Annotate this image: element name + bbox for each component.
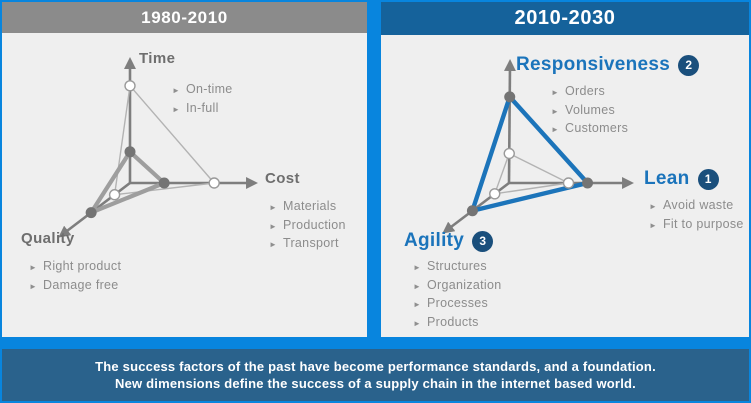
bullet-label: Transport: [283, 236, 339, 250]
triangle-bullet-icon: ►: [649, 202, 657, 211]
bullet-item: ► Avoid waste: [649, 197, 744, 216]
lean-title: Lean: [644, 168, 690, 189]
triangle-bullet-icon: ►: [269, 240, 277, 249]
axis-label-responsiveness: Responsiveness 2: [516, 54, 700, 76]
axis-label-time: Time: [139, 50, 175, 67]
bullet-item: ► Processes: [413, 295, 501, 314]
triangle-bullet-icon: ►: [413, 318, 421, 328]
bullet-label: Processes: [427, 296, 489, 310]
agility-title: Agility: [404, 230, 465, 251]
footer-banner: The success factors of the past have bec…: [2, 349, 749, 401]
axis-label-quality: Quality: [21, 230, 75, 247]
bullet-label: Products: [427, 314, 479, 329]
bullet-item: ► Volumes: [551, 102, 628, 121]
responsiveness-rank-badge: 2: [678, 54, 700, 76]
bullet-item: ► Structures: [413, 258, 501, 277]
bullet-label: Organization: [427, 277, 502, 292]
cost-title: Cost: [265, 170, 300, 187]
panel-past-header: 1980-2010: [2, 2, 367, 33]
panel-future-era: 2010-2030 Responsiveness 2 ► Orders ► Volum…: [381, 2, 749, 337]
triangle-bullet-icon: ►: [551, 125, 559, 134]
triangle-bullet-icon: ►: [551, 106, 559, 116]
bullet-item: ► Customers: [551, 120, 628, 139]
responsiveness-title: Responsiveness: [516, 54, 671, 75]
bullet-label: On-time: [186, 82, 233, 96]
triangle-bullet-icon: ►: [269, 203, 277, 212]
bullet-item: ► Orders: [551, 83, 628, 102]
responsiveness-bullets: ► Orders ► Volumes ► Customers: [551, 83, 628, 139]
agility-rank-badge: 3: [472, 230, 494, 252]
footer-line-1: The success factors of the past have bec…: [95, 358, 656, 374]
panel-past-era: 1980-2010 Time ► On-time ► In-full Cost ► Ma…: [2, 2, 367, 337]
footer-line-2: New dimensions define the success of a s…: [115, 376, 636, 391]
cost-bullets: ► Materials ► Production ► Transport: [269, 198, 346, 254]
bullet-label: Materials: [283, 199, 337, 213]
bullet-label: Damage free: [43, 277, 119, 292]
lean-rank-badge: 1: [697, 168, 719, 190]
axis-label-agility: Agility 3: [404, 230, 494, 252]
bullet-label: Orders: [565, 84, 606, 98]
triangle-bullet-icon: ►: [29, 281, 37, 291]
axis-label-lean: Lean 1: [644, 168, 719, 190]
triangle-bullet-icon: ►: [413, 300, 421, 309]
triangle-bullet-icon: ►: [269, 221, 277, 231]
triangle-bullet-icon: ►: [413, 281, 421, 291]
bullet-item: ► Materials: [269, 198, 346, 217]
radar-chart-past: [58, 57, 258, 238]
bullet-item: ► Transport: [269, 235, 346, 254]
bullet-label: Avoid waste: [663, 198, 734, 212]
time-title: Time: [139, 50, 176, 67]
bullet-label: Fit to purpose: [663, 216, 744, 231]
bullet-label: In-full: [186, 100, 219, 115]
panel-future-header: 2010-2030: [381, 2, 749, 35]
bullet-label: Production: [283, 217, 346, 232]
axis-label-cost: Cost: [265, 170, 300, 187]
bullet-item: ► In-full: [172, 100, 233, 119]
triangle-bullet-icon: ►: [413, 263, 421, 272]
bullet-label: Structures: [427, 259, 487, 273]
bullet-item: ► Damage free: [29, 277, 121, 296]
bullet-item: ► On-time: [172, 81, 233, 100]
triangle-bullet-icon: ►: [29, 263, 37, 272]
time-bullets: ► On-time ► In-full: [172, 81, 233, 118]
bullet-item: ► Production: [269, 217, 346, 236]
bullet-item: ► Products: [413, 314, 501, 333]
bullet-item: ► Fit to purpose: [649, 216, 744, 235]
bullet-label: Volumes: [565, 102, 616, 117]
bullet-item: ► Organization: [413, 277, 501, 296]
bullet-label: Right product: [43, 259, 122, 273]
quality-title: Quality: [21, 230, 75, 247]
bullet-label: Customers: [565, 121, 629, 135]
radar-chart-future: [442, 59, 634, 234]
agility-bullets: ► Structures ► Organization ► Processes ► Produ…: [413, 258, 501, 332]
triangle-bullet-icon: ►: [172, 104, 180, 114]
triangle-bullet-icon: ►: [172, 86, 180, 95]
triangle-bullet-icon: ►: [551, 88, 559, 97]
quality-bullets: ► Right product ► Damage free: [29, 258, 121, 295]
lean-bullets: ► Avoid waste ► Fit to purpose: [649, 197, 744, 234]
bullet-item: ► Right product: [29, 258, 121, 277]
triangle-bullet-icon: ►: [649, 220, 657, 230]
